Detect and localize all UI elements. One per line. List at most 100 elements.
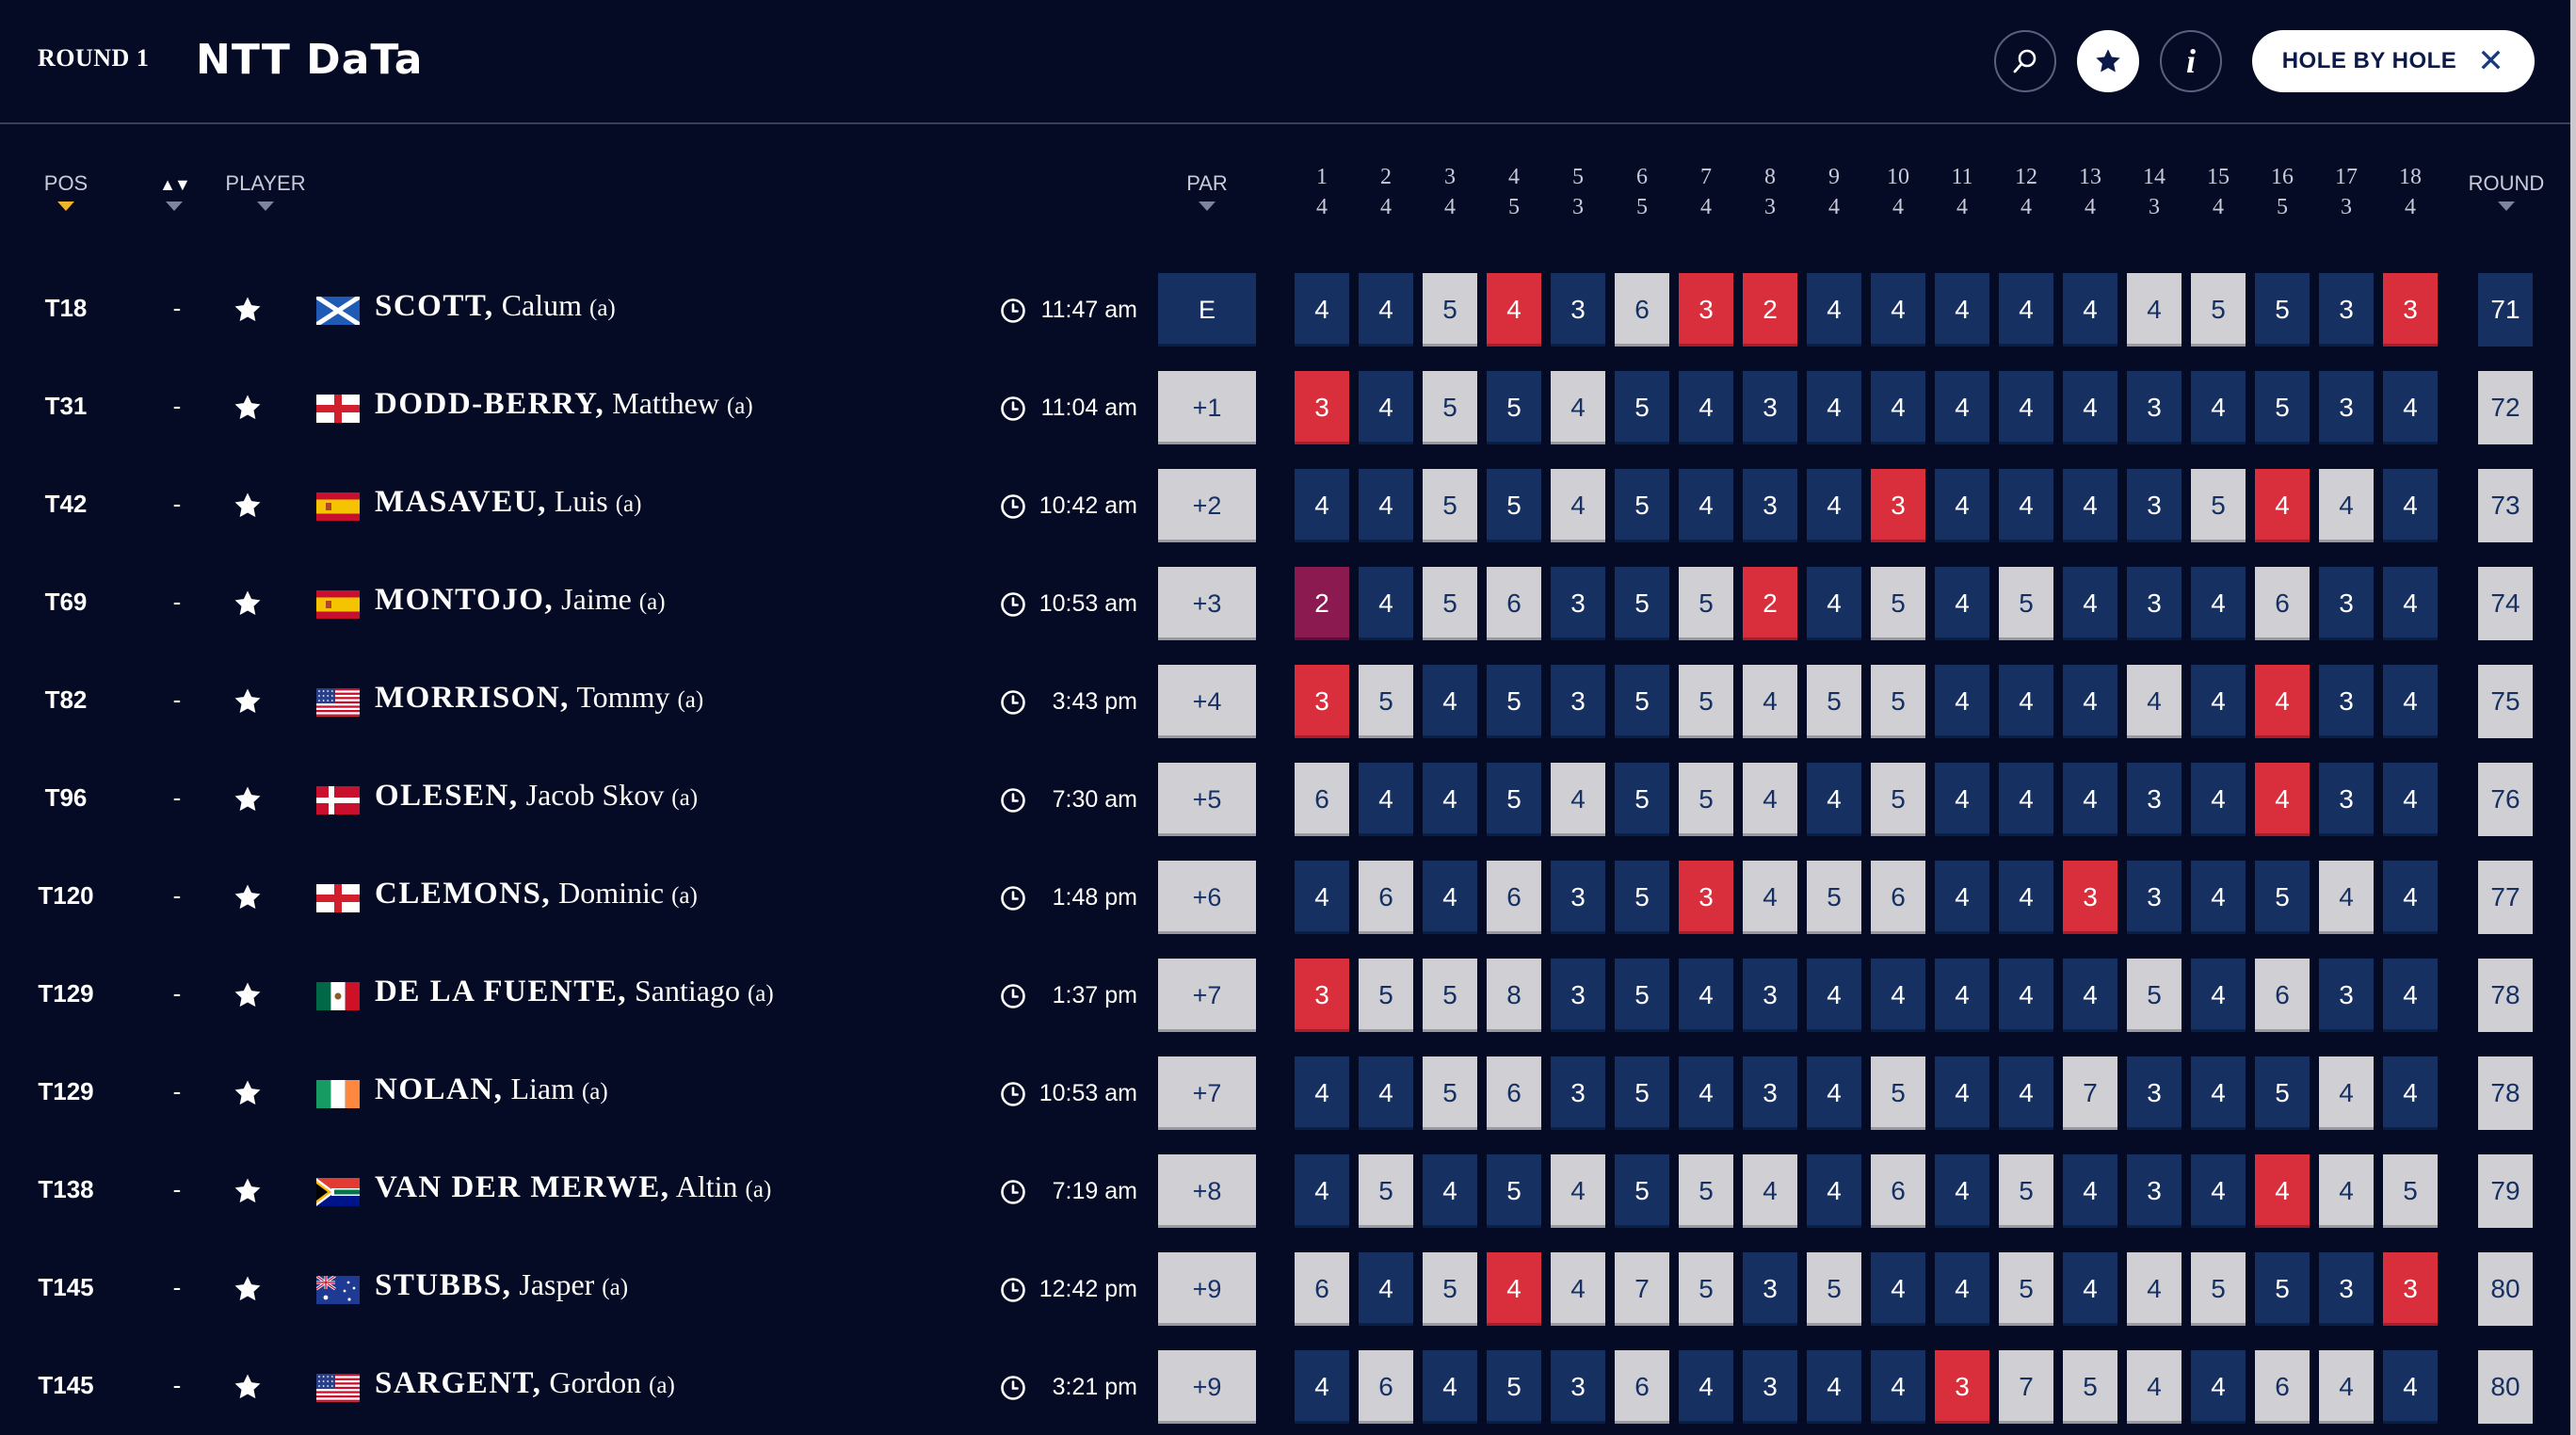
close-icon[interactable]: ✕: [2477, 43, 2505, 79]
favourite-star-icon[interactable]: [232, 490, 264, 522]
player-name[interactable]: MONTOJO, Jaime (a): [375, 582, 666, 618]
player-name[interactable]: SCOTT, Calum (a): [375, 288, 616, 324]
player-name[interactable]: VAN DER MERWE, Altin (a): [375, 1169, 771, 1205]
player-name[interactable]: OLESEN, Jacob Skov (a): [375, 778, 698, 814]
flag-ireland-icon: [316, 1080, 360, 1108]
hole-score-15: 4: [2191, 371, 2246, 444]
sort-caret-icon: [166, 202, 183, 211]
sponsor-logo: NTT DaTa: [196, 36, 424, 84]
hole-score-5: 3: [1551, 273, 1605, 347]
leaderboard-row[interactable]: T129- NOLAN, Liam (a) 10:53 am +7 4 4 5 6 3 5 4 3 4 5 4…: [0, 1053, 2561, 1130]
leaderboard-row[interactable]: T145- SARGENT, Gordon (a) 3:21 pm +9 4 6 4 5 3 6 4 3…: [0, 1346, 2561, 1424]
player-name[interactable]: SARGENT, Gordon (a): [375, 1365, 675, 1401]
favourite-star-icon[interactable]: [232, 1273, 264, 1305]
favourite-star-icon[interactable]: [232, 881, 264, 913]
leaderboard-row[interactable]: T138- VAN DER MERWE, Altin (a) 7:19 am +8 4 5…: [0, 1151, 2561, 1228]
amateur-marker: (a): [671, 883, 698, 909]
player-name[interactable]: DODD-BERRY, Matthew (a): [375, 386, 753, 422]
player-last-name: STUBBS,: [375, 1268, 512, 1302]
hole-score-8: 4: [1743, 861, 1797, 934]
player-name[interactable]: CLEMONS, Dominic (a): [375, 876, 698, 911]
hole-score-12: 5: [1999, 1154, 2053, 1228]
hole-score-16: 5: [2255, 273, 2310, 347]
hole-score-12: 4: [1999, 1056, 2053, 1130]
search-icon: [2013, 49, 2037, 73]
hole-number: 5: [1572, 165, 1584, 189]
search-button[interactable]: [1994, 30, 2056, 92]
info-button[interactable]: i: [2160, 30, 2222, 92]
hole-score-11: 4: [1935, 665, 1989, 738]
hole-score-10: 6: [1871, 861, 1925, 934]
round-total: 73: [2478, 469, 2533, 542]
leaderboard-row[interactable]: T96- OLESEN, Jacob Skov (a) 7:30 am +5 6 4 4 5 4 5…: [0, 759, 2561, 836]
favourite-star-icon[interactable]: [232, 783, 264, 815]
hole-score-3: 5: [1423, 273, 1477, 347]
to-par-score: +4: [1158, 665, 1256, 738]
favourite-star-icon[interactable]: [232, 1371, 264, 1403]
to-par-score: +7: [1158, 959, 1256, 1032]
hole-number: 18: [2399, 165, 2422, 189]
hole-score-9: 4: [1807, 567, 1861, 640]
hole-score-7: 4: [1679, 959, 1733, 1032]
pos-column-header[interactable]: POS: [28, 171, 104, 211]
leaderboard-row[interactable]: T69- MONTOJO, Jaime (a) 10:53 am +3 2 4 5 6 3 5 5 2 4…: [0, 563, 2561, 640]
clock-icon: [1000, 1179, 1026, 1205]
leaderboard-row[interactable]: T120- CLEMONS, Dominic (a) 1:48 pm +6 4 6 4 6 3 5 3…: [0, 857, 2561, 934]
leaderboard-row[interactable]: T145- STUBBS, Jasper (a) 12:42 pm +9 6 4 5 4 4 7 5…: [0, 1249, 2561, 1326]
favourite-star-icon[interactable]: [232, 294, 264, 326]
player-name[interactable]: DE LA FUENTE, Santiago (a): [375, 974, 774, 1009]
player-column-header[interactable]: PLAYER: [218, 171, 313, 211]
hole-score-6: 5: [1615, 1056, 1669, 1130]
favourite-star-icon[interactable]: [232, 979, 264, 1011]
favourite-star-icon[interactable]: [232, 392, 264, 424]
round-column-header[interactable]: ROUND: [2459, 171, 2553, 211]
favourite-star-icon[interactable]: [232, 1077, 264, 1109]
scrollbar[interactable]: [2570, 0, 2576, 1435]
hole-score-1: 3: [1295, 959, 1349, 1032]
sort-caret-icon: [2498, 202, 2515, 211]
round-total: 78: [2478, 1056, 2533, 1130]
flag-spain-icon: [316, 492, 360, 521]
player-first-name: Jasper: [511, 1267, 595, 1301]
player-last-name: MASAVEU,: [375, 485, 547, 519]
hole-score-16: 5: [2255, 371, 2310, 444]
hole-score-17: 4: [2319, 469, 2374, 542]
tee-time: 3:21 pm: [1052, 1374, 1137, 1400]
leaderboard-row[interactable]: T42- MASAVEU, Luis (a) 10:42 am +2 4 4 5 5 4 5 4 3 4 3…: [0, 465, 2561, 542]
tee-time: 12:42 pm: [1038, 1276, 1137, 1302]
clock-icon: [1000, 1277, 1026, 1303]
hole-score-10: 4: [1871, 1350, 1925, 1424]
hole-score-10: 4: [1871, 959, 1925, 1032]
top-bar: ROUND 1 NTT DaTa i HOLE BY HOLE ✕: [0, 0, 2576, 124]
leaderboard-row[interactable]: T31- DODD-BERRY, Matthew (a) 11:04 am +1 3 4 5 5…: [0, 367, 2561, 444]
hole-score-12: 4: [1999, 861, 2053, 934]
hole-score-5: 4: [1551, 469, 1605, 542]
player-name[interactable]: NOLAN, Liam (a): [375, 1072, 608, 1107]
par-column-header[interactable]: PAR: [1160, 171, 1254, 211]
hole-score-13: 4: [2063, 469, 2117, 542]
player-first-name: Santiago: [626, 974, 740, 1008]
hole-score-8: 2: [1743, 567, 1797, 640]
hole-score-5: 4: [1551, 371, 1605, 444]
hole-number: 13: [2079, 165, 2101, 189]
player-name[interactable]: MASAVEU, Luis (a): [375, 484, 641, 520]
player-name[interactable]: MORRISON, Tommy (a): [375, 680, 703, 716]
movement-column-header[interactable]: ▲▼: [151, 171, 198, 211]
player-name[interactable]: STUBBS, Jasper (a): [375, 1267, 628, 1303]
hole-score-11: 4: [1935, 1154, 1989, 1228]
leaderboard-row[interactable]: T82- MORRISON, Tommy (a) 3:43 pm +4 3 5 4 5 3 5 5 4 5…: [0, 661, 2561, 738]
player-last-name: MORRISON,: [375, 681, 570, 715]
favourite-star-icon[interactable]: [232, 1175, 264, 1207]
hole-score-16: 5: [2255, 1252, 2310, 1326]
favourite-star-icon[interactable]: [232, 588, 264, 620]
hole-score-14: 4: [2127, 1350, 2182, 1424]
leaderboard-row[interactable]: T129 - DE LA FUENTE, Santiago (a) 1:37 pm +7 3…: [0, 955, 2561, 1032]
hole-score-7: 4: [1679, 1350, 1733, 1424]
favourite-star-icon[interactable]: [232, 685, 264, 718]
round-total: 77: [2478, 861, 2533, 934]
hole-score-10: 5: [1871, 1056, 1925, 1130]
leaderboard-row[interactable]: T18- SCOTT, Calum (a) 11:47 am E 4 4 5 4 3 6 3 2 4 4 4 4…: [0, 269, 2561, 347]
favourites-button[interactable]: [2077, 30, 2139, 92]
hole-by-hole-toggle[interactable]: HOLE BY HOLE ✕: [2252, 30, 2535, 92]
